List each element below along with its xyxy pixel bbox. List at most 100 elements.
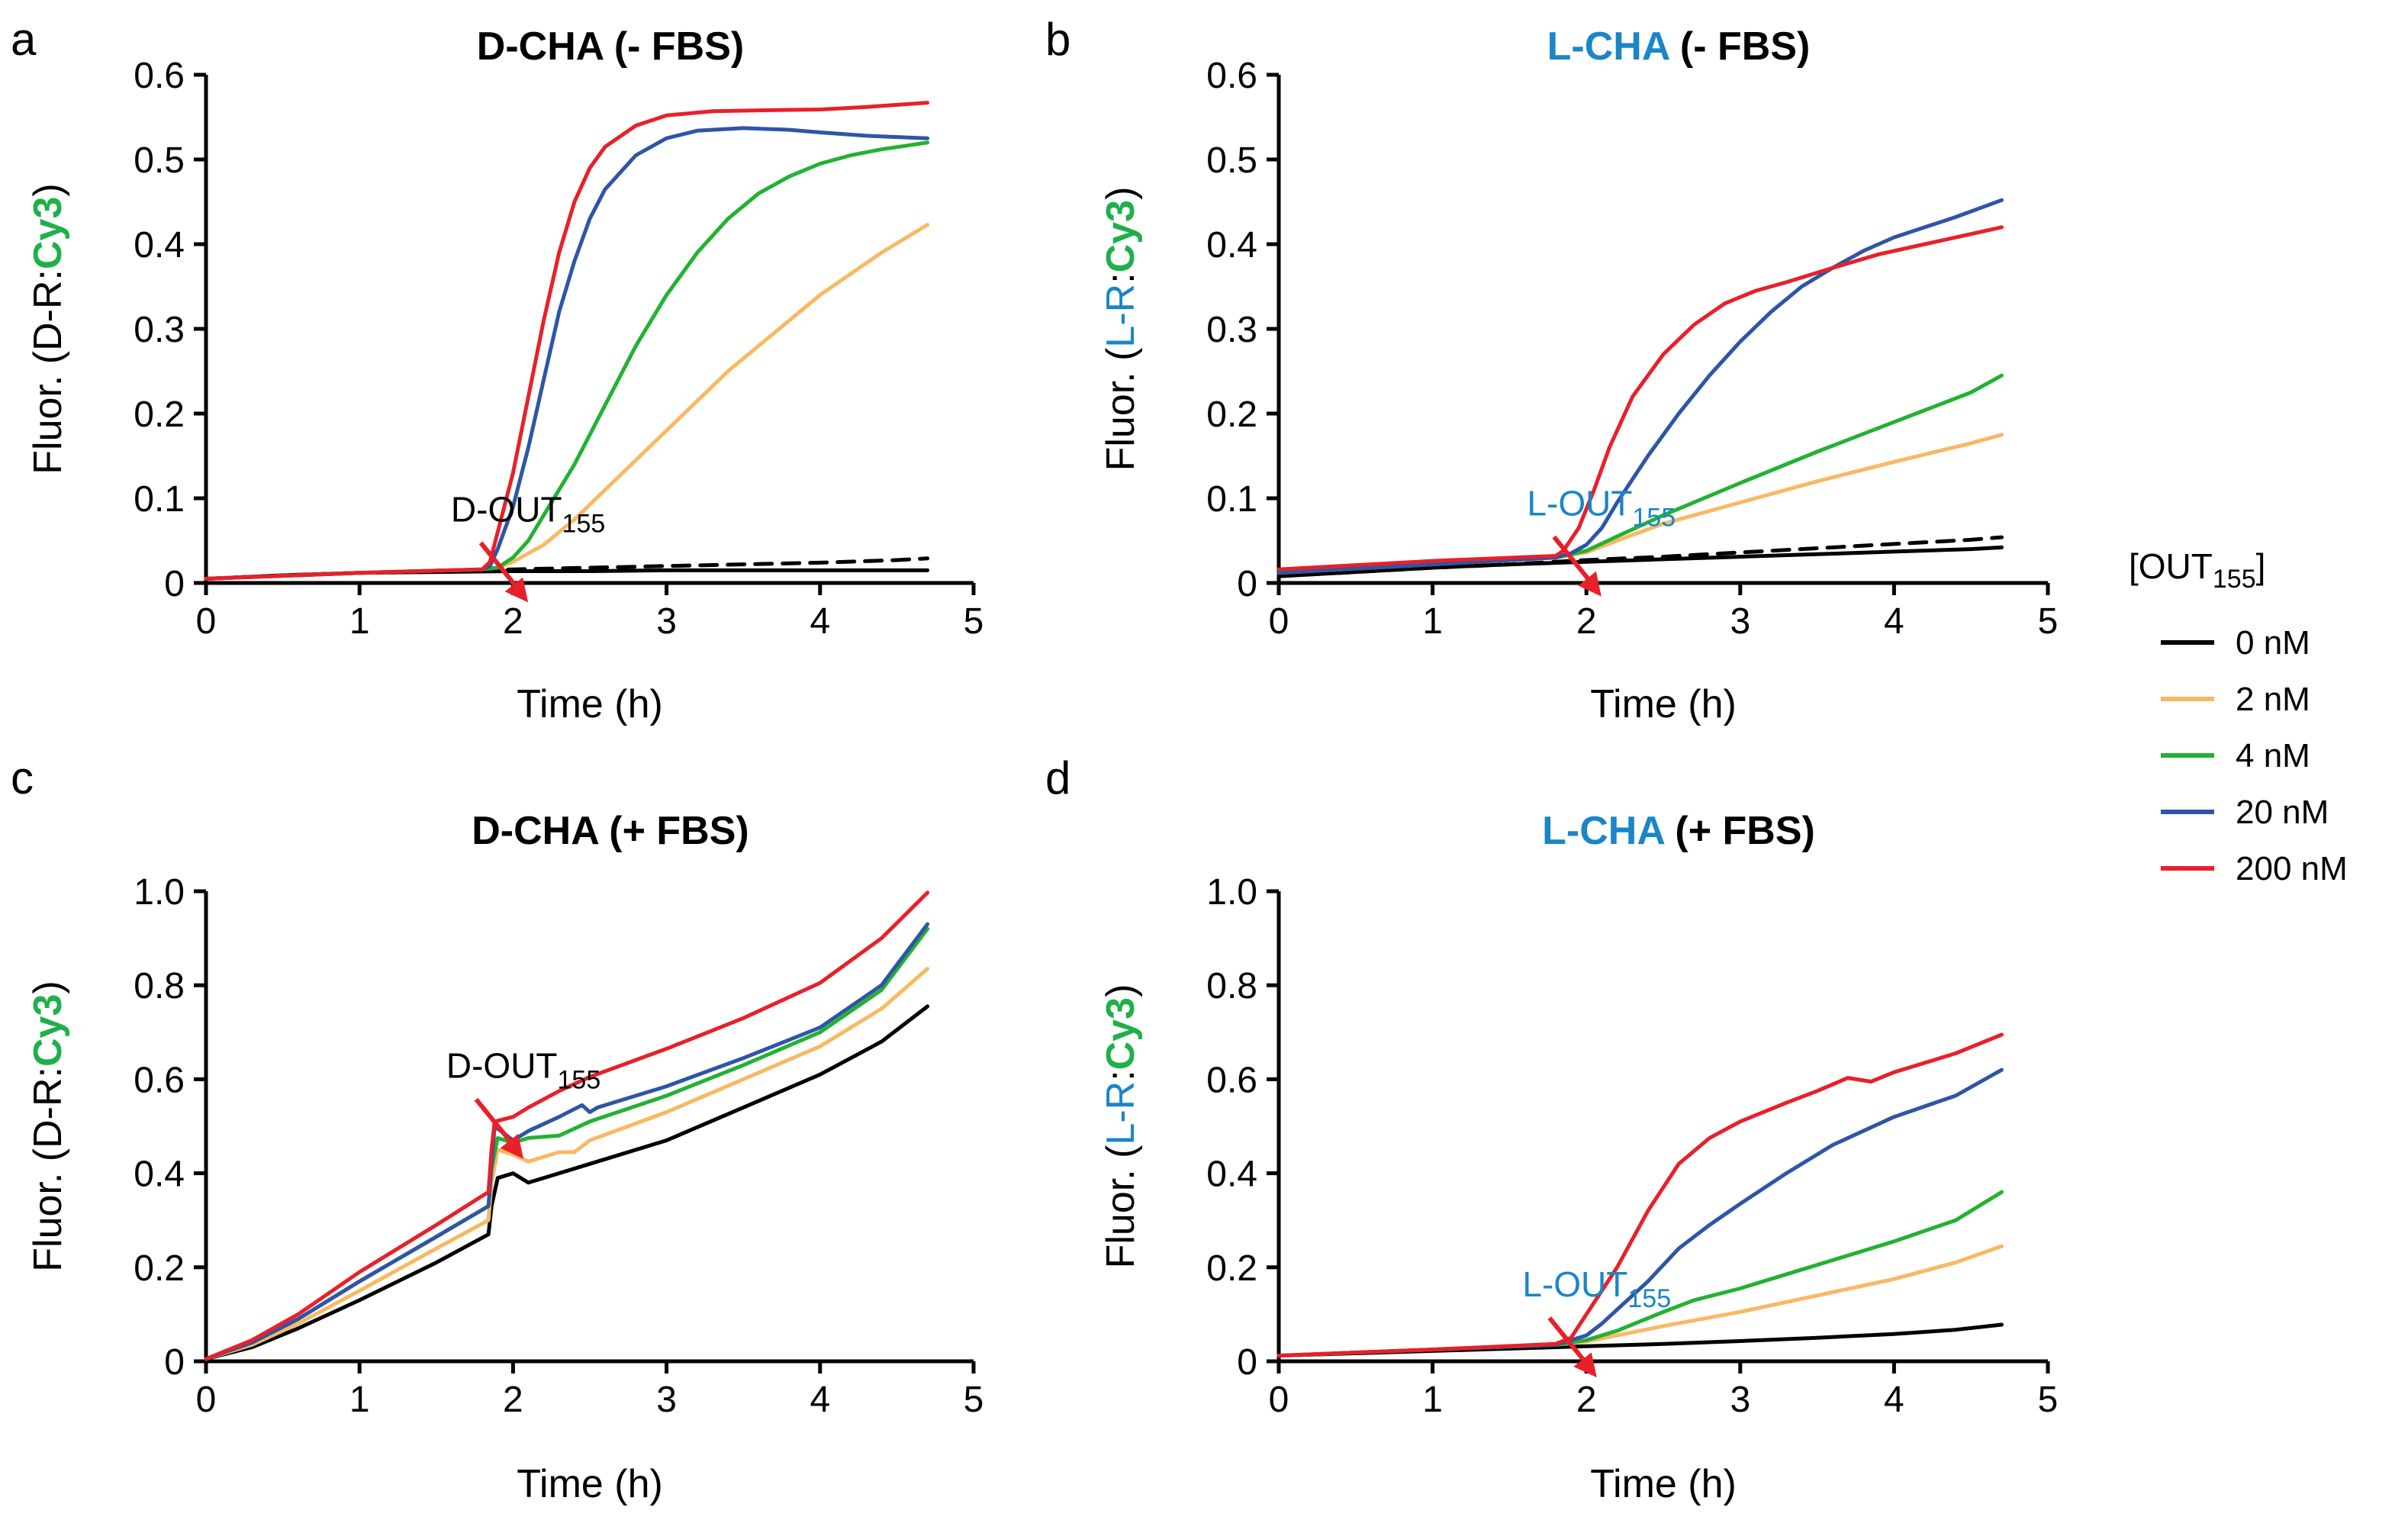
x-tick-label: 4 <box>810 1380 830 1420</box>
y-label-part: ) <box>26 183 70 196</box>
x-axis-label: Time (h) <box>1590 682 1737 726</box>
y-tick-label: 0.4 <box>134 1154 185 1195</box>
x-tick-label: 1 <box>1422 601 1443 642</box>
annotation-arrow-shaft <box>1552 535 1596 588</box>
series-line <box>204 1004 930 1361</box>
y-axis-label: Fluor. (L-R:Cy3) <box>1099 984 1143 1269</box>
y-tick-label: 0 <box>1237 564 1257 604</box>
title-part: D-CHA <box>472 809 599 853</box>
y-label-part: ) <box>26 981 70 993</box>
x-tick-label: 1 <box>1422 1380 1443 1420</box>
annotation-base: L-OUT <box>1527 484 1632 523</box>
legend-title-sub: 155 <box>2213 565 2256 594</box>
x-tick-label: 5 <box>964 1380 984 1420</box>
chart-title: L-CHA (+ FBS) <box>1542 809 1815 853</box>
y-axis-label: Fluor. (D-R:Cy3) <box>26 183 70 474</box>
y-label-part: L-R <box>1099 284 1143 348</box>
title-part: (+ FBS) <box>598 809 749 853</box>
x-tick-label: 3 <box>1730 601 1750 642</box>
panel-a: a D-CHA (- FBS) 0 1 2 3 4 5 0 0.1 0.2 0.3 0.4 0.5 0.6 T… <box>11 14 983 726</box>
x-tick-label: 4 <box>1884 601 1904 642</box>
panel-d: d L-CHA (+ FBS) 0 1 2 3 4 5 0 0.2 0.4 0.6 0.8 1.0 Time… <box>1045 752 2058 1506</box>
y-label-part: ) <box>1099 187 1143 200</box>
panel-letter: c <box>11 752 34 803</box>
x-tick-label: 1 <box>349 1380 370 1420</box>
y-tick-label: 0.8 <box>134 966 185 1006</box>
y-label-part: : <box>26 269 70 280</box>
series-line <box>204 922 930 1361</box>
y-tick-label: 0.4 <box>1206 225 1257 266</box>
x-tick-label: 4 <box>810 601 830 642</box>
y-label-part: : <box>1099 272 1143 283</box>
y-label-part: D-R <box>26 280 70 350</box>
series-line <box>204 101 930 581</box>
chart-title: D-CHA (+ FBS) <box>472 809 749 853</box>
annotation-base: L-OUT <box>1522 1264 1627 1304</box>
y-label-part: Cy3 <box>1099 200 1143 272</box>
y-tick-label: 0 <box>1237 1342 1257 1383</box>
chart-title: D-CHA (- FBS) <box>477 24 744 69</box>
y-tick-label: 0 <box>164 564 185 604</box>
y-tick-label: 0.8 <box>1206 966 1257 1006</box>
annotation-sub: 155 <box>558 1066 601 1095</box>
panel-letter: b <box>1045 14 1070 65</box>
legend-title-close: ] <box>2256 546 2266 586</box>
y-label-part: : <box>1099 1070 1143 1080</box>
series-line <box>204 140 930 581</box>
x-tick-label: 0 <box>1269 601 1289 642</box>
y-label-part: Cy3 <box>26 994 70 1067</box>
annotation-arrow-shaft <box>1547 1316 1592 1369</box>
title-part: (+ FBS) <box>1664 809 1815 853</box>
title-part: (- FBS) <box>1669 24 1810 69</box>
annotation-sub: 155 <box>562 509 606 538</box>
y-tick-label: 0.6 <box>134 1060 185 1100</box>
panel-b: b L-CHA (- FBS) 0 1 2 3 4 5 0 0.1 0.2 0.3 0.4 0.5 0.6 T… <box>1045 14 2058 726</box>
y-label-part: Fluor. ( <box>1099 1145 1143 1268</box>
y-tick-label: 0.2 <box>1206 1248 1257 1289</box>
panel-letter: d <box>1045 752 1070 803</box>
y-tick-label: 0.3 <box>134 310 185 350</box>
series-line <box>204 967 930 1361</box>
y-label-part: Fluor. ( <box>26 350 70 474</box>
x-tick-label: 4 <box>1884 1380 1904 1420</box>
y-tick-label: 0.3 <box>1206 310 1257 350</box>
y-axis-label: Fluor. (L-R:Cy3) <box>1099 187 1143 472</box>
y-tick-label: 0.6 <box>1206 56 1257 96</box>
y-label-part: : <box>26 1067 70 1077</box>
annotation-arrowhead <box>504 577 529 603</box>
y-tick-label: 1.0 <box>134 872 185 913</box>
y-label-part: Cy3 <box>1099 997 1143 1070</box>
legend-label: 4 nM <box>2236 737 2310 774</box>
y-tick-label: 1.0 <box>1206 872 1257 913</box>
x-tick-label: 0 <box>196 1380 217 1420</box>
title-part: (- FBS) <box>603 24 744 69</box>
title-part: L-CHA <box>1547 24 1670 69</box>
series-line <box>1276 225 2004 572</box>
x-axis-label: Time (h) <box>517 1462 663 1506</box>
y-tick-label: 0.1 <box>134 479 185 520</box>
series-line <box>1276 198 2004 575</box>
y-tick-label: 0 <box>164 1342 185 1383</box>
annotation-label: L-OUT155 <box>1522 1264 1671 1313</box>
series-line <box>204 926 930 1361</box>
x-tick-label: 3 <box>1730 1380 1750 1420</box>
annotation-label: L-OUT155 <box>1527 484 1676 533</box>
annotation-sub: 155 <box>1632 504 1676 533</box>
x-tick-label: 5 <box>2038 601 2059 642</box>
annotation-arrowhead <box>1573 1352 1597 1378</box>
panel-letter: a <box>11 14 37 65</box>
annotation-arrowhead <box>1578 571 1602 597</box>
y-tick-label: 0.4 <box>1206 1154 1257 1195</box>
y-tick-label: 0.1 <box>1206 479 1257 520</box>
annotation-arrow-shaft <box>474 1097 518 1150</box>
y-tick-label: 0.6 <box>1206 1060 1257 1100</box>
x-tick-label: 1 <box>349 601 370 642</box>
x-tick-label: 2 <box>503 1380 523 1420</box>
chart-title: L-CHA (- FBS) <box>1547 24 1811 69</box>
series-line <box>204 890 930 1361</box>
annotation-label: D-OUT155 <box>451 489 605 538</box>
annotation-sub: 155 <box>1627 1284 1671 1313</box>
title-part: L-CHA <box>1542 809 1665 853</box>
legend-label: 2 nM <box>2236 681 2310 718</box>
